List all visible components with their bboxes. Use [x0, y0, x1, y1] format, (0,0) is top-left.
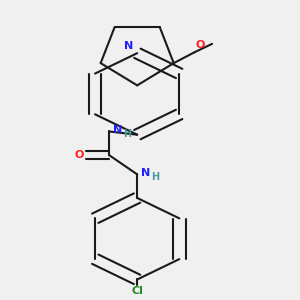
Text: Cl: Cl [131, 286, 143, 296]
Text: O: O [74, 150, 83, 160]
Text: N: N [124, 41, 134, 51]
Text: O: O [196, 40, 205, 50]
Text: N: N [113, 125, 122, 135]
Text: N: N [141, 168, 150, 178]
Text: H: H [123, 129, 131, 139]
Text: H: H [151, 172, 159, 182]
